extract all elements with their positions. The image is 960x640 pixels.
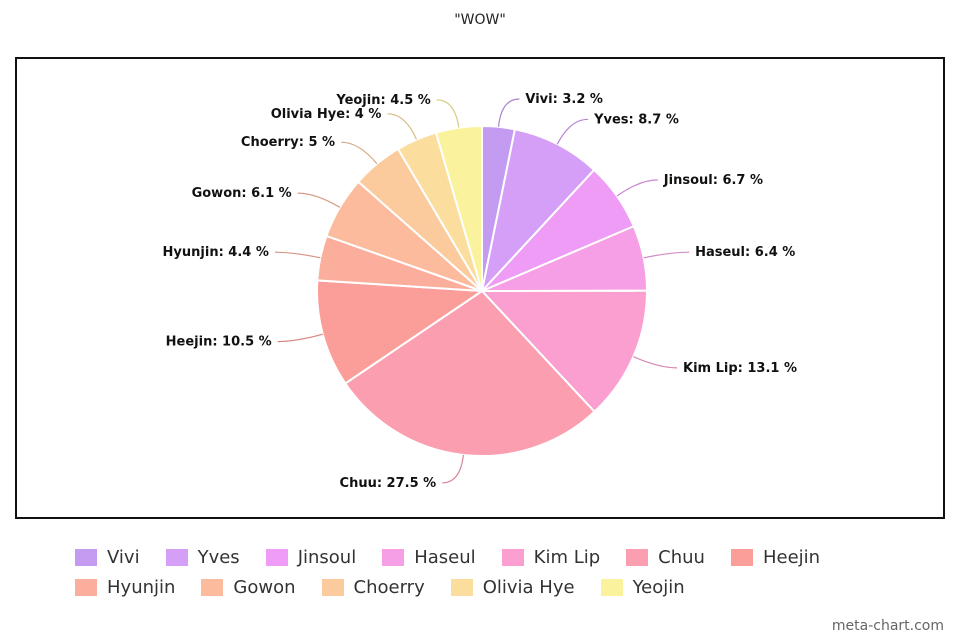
legend-swatch [165,548,188,566]
legend-label: Yves [197,546,240,568]
legend-swatch [450,578,473,596]
watermark: meta-chart.com [831,618,944,634]
slice-label-gowon: Gowon: 6.1 % [192,186,292,201]
legend-swatch [201,578,224,596]
chart-frame: Vivi: 3.2 % Yves: 8.7 % Jinsoul: 6.7 % Hase… [15,57,945,519]
leader-line-haseul [643,251,690,259]
legend-label: Kim Lip [533,546,601,568]
pie-slices [316,124,649,457]
legend-item-yeojin[interactable]: Yeojin [600,576,685,598]
legend-item-gowon[interactable]: Gowon [201,576,296,598]
legend-swatch [382,548,405,566]
leader-line-chuu [442,454,464,484]
legend-item-yves[interactable]: Yves [165,546,240,568]
slice-label-yeojin: Yeojin: 4.5 % [335,93,430,108]
legend: Vivi Yves Jinsoul Haseul Kim Lip Chuu Heejin Hy… [75,546,935,598]
legend-label: Heejin [762,546,821,568]
leader-line-jinsoul [616,179,658,197]
leader-line-heejin [277,333,323,343]
slice-label-kim-lip: Kim Lip: 13.1 % [683,361,797,376]
legend-label: Olivia Hye [482,576,575,598]
legend-item-olivia-hye[interactable]: Olivia Hye [450,576,575,598]
legend-label: Hyunjin [107,576,176,598]
legend-label: Choerry [353,576,425,598]
leader-line-kim-lip [633,356,678,369]
legend-label: Jinsoul [297,546,357,568]
legend-swatch [321,578,344,596]
legend-item-chuu[interactable]: Chuu [626,546,705,568]
slice-heejin[interactable] [316,279,485,385]
leader-line-choerry [341,141,378,165]
slice-chuu[interactable] [343,289,596,457]
legend-swatch [75,578,97,596]
leader-line-yeojin [436,99,460,128]
slice-kim-lip[interactable] [479,289,649,414]
slice-yeojin[interactable] [434,124,483,292]
legend-swatch [626,548,649,566]
slice-label-choerry: Choerry: 5 % [241,135,335,150]
legend-swatch [501,548,524,566]
chart-title: "WOW" [454,12,506,28]
slice-label-vivi: Vivi: 3.2 % [525,92,603,107]
legend-swatch [265,548,288,566]
slice-label-heejin: Heejin: 10.5 % [166,335,272,350]
legend-item-vivi[interactable]: Vivi [75,546,140,568]
pie-chart: Vivi: 3.2 % Yves: 8.7 % Jinsoul: 6.7 % Hase… [163,92,797,491]
legend-swatch [75,548,97,566]
slice-label-haseul: Haseul: 6.4 % [695,245,795,260]
leader-line-vivi [497,98,520,127]
slice-label-chuu: Chuu: 27.5 % [340,476,437,491]
legend-swatch [730,548,753,566]
legend-label: Gowon [233,576,296,598]
legend-label: Yeojin [632,576,685,598]
leader-line-yves [556,118,589,145]
slice-label-olivia-hye: Olivia Hye: 4 % [271,107,382,122]
legend-item-kim-lip[interactable]: Kim Lip [501,546,601,568]
leader-line-olivia-hye [387,113,418,140]
legend-item-heejin[interactable]: Heejin [730,546,821,568]
legend-item-jinsoul[interactable]: Jinsoul [265,546,357,568]
legend-swatch [600,578,623,596]
slice-yves[interactable] [480,128,596,295]
legend-label: Vivi [107,546,140,568]
slice-label-hyunjin: Hyunjin: 4.4 % [163,245,269,260]
legend-item-haseul[interactable]: Haseul [382,546,476,568]
legend-item-hyunjin[interactable]: Hyunjin [75,576,175,598]
slice-label-yves: Yves: 8.7 % [593,112,679,127]
slice-label-jinsoul: Jinsoul: 6.7 % [663,173,763,188]
legend-label: Chuu [658,546,705,568]
leader-line-hyunjin [274,251,321,259]
legend-item-choerry[interactable]: Choerry [321,576,425,598]
leader-line-gowon [297,192,341,208]
slice-labels: Vivi: 3.2 % Yves: 8.7 % Jinsoul: 6.7 % Hase… [163,92,797,491]
legend-label: Haseul [414,546,476,568]
